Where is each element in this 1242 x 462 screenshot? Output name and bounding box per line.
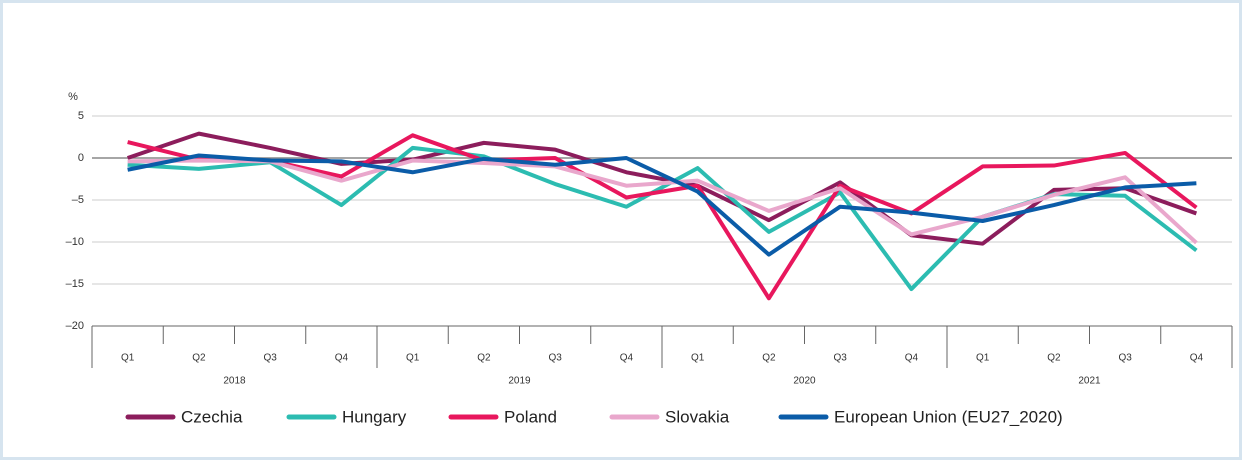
x-tick-label: Q1 (121, 353, 135, 364)
y-tick-label: –5 (72, 194, 84, 206)
x-tick-label: Q3 (263, 353, 277, 364)
x-tick-label: Q4 (335, 353, 349, 364)
y-tick-label: –15 (66, 278, 84, 290)
year-label: 2019 (508, 376, 531, 387)
year-label: 2018 (223, 376, 246, 387)
x-tick-label: Q1 (691, 353, 705, 364)
series-line (127, 133, 1198, 301)
x-tick-label: Q3 (548, 353, 562, 364)
series-line (127, 153, 1197, 257)
y-tick-label: –10 (66, 236, 84, 248)
x-tick-label: Q1 (976, 353, 990, 364)
x-tick-label: Q4 (1190, 353, 1204, 364)
x-tick-label: Q2 (192, 353, 206, 364)
x-tick-label: Q2 (762, 353, 776, 364)
legend-label: Hungary (342, 407, 407, 426)
year-label: 2021 (1078, 376, 1101, 387)
x-tick-label: Q2 (1047, 353, 1061, 364)
y-tick-label: 0 (78, 152, 84, 164)
series-line (126, 131, 1198, 246)
x-tick-label: Q4 (905, 353, 919, 364)
legend-label: Slovakia (665, 407, 730, 426)
year-label: 2020 (793, 376, 816, 387)
legend-label: Poland (504, 407, 557, 426)
legend-label: Czechia (181, 407, 243, 426)
legend-label: European Union (EU27_2020) (834, 407, 1063, 426)
x-tick-label: Q1 (406, 353, 420, 364)
x-tick-label: Q4 (620, 353, 634, 364)
x-tick-label: Q3 (833, 353, 847, 364)
chart: % –20 –15 –10 –5 0 5 Q1 Q2 Q3 Q4 Q1 Q2 Q3 Q4 Q1 Q2 Q3 Q4 Q… (66, 91, 1233, 426)
x-tick-label: Q2 (477, 353, 491, 364)
y-tick-label: 5 (78, 110, 84, 122)
x-tick-label: Q3 (1118, 353, 1132, 364)
y-axis-label: % (68, 91, 78, 103)
y-tick-label: –20 (66, 320, 84, 332)
series-line (127, 145, 1198, 292)
series-line (127, 158, 1198, 245)
